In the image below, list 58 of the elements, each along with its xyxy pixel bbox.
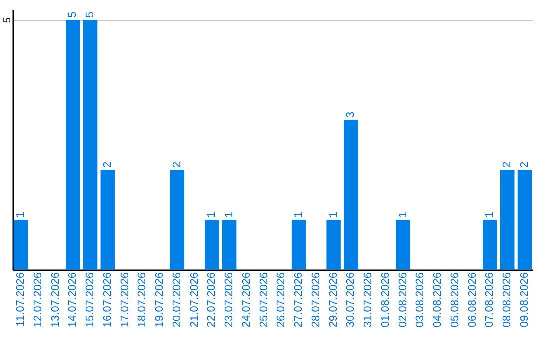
data-label: 2 [519,162,532,168]
x-tick-label: 11.07.2026 [14,272,27,327]
bar [483,220,498,270]
bar [292,220,306,270]
data-label: 1 [224,212,236,218]
data-label: 1 [14,212,27,218]
bar [100,170,116,270]
bar [500,170,515,270]
bar [344,120,358,270]
x-tick-label: 30.07.2026 [345,272,358,328]
x-tick-label: 14.07.2026 [67,272,80,328]
x-tick-label: 27.07.2026 [293,272,306,328]
x-tick-label: 12.07.2026 [32,272,44,328]
x-tick-label: 05.08.2026 [449,272,462,328]
data-label: 3 [345,112,358,118]
x-tick-label: 06.08.2026 [466,272,479,328]
x-tick-label: 26.07.2026 [276,272,288,328]
x-tick-label: 02.08.2026 [397,272,410,328]
x-tick-label: 28.07.2026 [310,272,322,328]
x-tick-label: 17.07.2026 [119,272,132,328]
bar [14,220,28,270]
bar [83,20,98,270]
x-tick-label: 15.07.2026 [84,272,97,328]
x-tick-label: 22.07.2026 [206,272,218,328]
data-label: 5 [67,12,80,18]
bar [222,220,237,270]
x-tick-label: 04.08.2026 [432,272,444,328]
bar [170,170,185,270]
data-label: 1 [293,212,306,218]
x-tick-label: 18.07.2026 [136,272,149,328]
x-tick-label: 25.07.2026 [258,272,270,328]
x-tick-label: 21.07.2026 [188,272,201,328]
x-tick-label: 29.07.2026 [328,272,340,328]
bar [66,20,80,270]
data-label: 1 [484,212,496,218]
x-tick-label: 01.08.2026 [380,272,392,328]
bar [518,170,532,270]
x-tick-label: 09.08.2026 [519,272,532,328]
bar [205,220,220,270]
data-label: 1 [328,212,340,218]
data-label: 1 [397,212,410,218]
x-tick-label: 08.08.2026 [502,272,514,328]
x-tick-label: 07.08.2026 [484,272,496,328]
x-tick-label: 19.07.2026 [154,272,166,328]
x-tick-label: 23.07.2026 [224,272,236,328]
x-tick-label: 31.07.2026 [362,272,375,328]
bar [396,220,410,270]
data-label: 2 [171,162,184,168]
data-label: 2 [102,162,114,168]
data-label: 5 [84,12,97,18]
x-tick-label: 20.07.2026 [171,272,184,328]
x-tick-label: 16.07.2026 [102,272,114,328]
data-label: 2 [502,162,514,168]
data-label: 1 [206,212,218,218]
x-tick-label: 13.07.2026 [50,272,62,328]
x-tick-label: 03.08.2026 [414,272,427,328]
x-tick-label: 24.07.2026 [240,272,253,328]
bar [326,220,341,270]
